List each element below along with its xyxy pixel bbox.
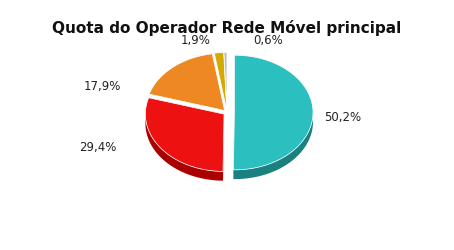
Polygon shape xyxy=(214,52,227,110)
Polygon shape xyxy=(233,55,313,170)
Polygon shape xyxy=(233,112,234,179)
Polygon shape xyxy=(233,114,313,179)
Polygon shape xyxy=(223,114,224,181)
Polygon shape xyxy=(149,54,225,110)
Text: 29,4%: 29,4% xyxy=(79,141,116,154)
Polygon shape xyxy=(224,52,227,110)
Text: 0,6%: 0,6% xyxy=(253,34,283,47)
Polygon shape xyxy=(145,116,223,181)
Polygon shape xyxy=(145,98,224,172)
Text: 50,2%: 50,2% xyxy=(324,110,361,124)
Text: 1,9%: 1,9% xyxy=(181,34,210,47)
Text: Quota do Operador Rede Móvel principal: Quota do Operador Rede Móvel principal xyxy=(52,20,402,36)
Text: 17,9%: 17,9% xyxy=(83,80,121,93)
